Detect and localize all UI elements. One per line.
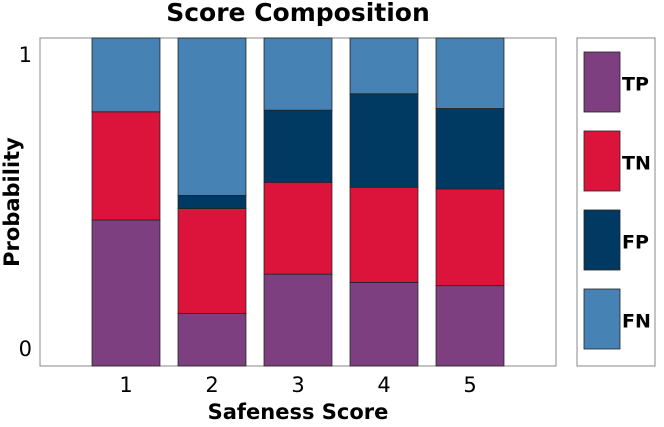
bar-segment bbox=[435, 108, 505, 190]
legend-swatch bbox=[583, 288, 621, 350]
bar-segment bbox=[435, 285, 505, 367]
bar-segment bbox=[91, 111, 161, 221]
chart-title: Score Composition bbox=[166, 0, 430, 27]
bar-segment bbox=[435, 37, 505, 109]
bar-segment bbox=[91, 219, 161, 367]
bar-segment bbox=[91, 37, 161, 113]
bar-segment bbox=[177, 208, 247, 314]
legend-swatch bbox=[583, 209, 621, 271]
x-axis-label: Safeness Score bbox=[208, 400, 389, 424]
x-tick-label: 4 bbox=[377, 373, 390, 397]
legend-label: FN bbox=[622, 311, 651, 333]
x-tick-label: 2 bbox=[205, 373, 218, 397]
y-tick-label: 1 bbox=[19, 43, 32, 67]
x-tick-label: 3 bbox=[291, 373, 304, 397]
x-tick-label: 5 bbox=[463, 373, 476, 397]
bar-segment bbox=[177, 37, 247, 196]
bar-segment bbox=[263, 273, 333, 367]
bar-segment bbox=[263, 181, 333, 275]
y-tick-label: 0 bbox=[19, 337, 32, 361]
legend-label: TP bbox=[622, 74, 649, 96]
legend-swatch bbox=[583, 130, 621, 192]
legend-label: FP bbox=[622, 232, 649, 254]
legend-swatch bbox=[583, 51, 621, 113]
bar-segment bbox=[349, 281, 419, 367]
bar-segment bbox=[349, 93, 419, 188]
bar-segment bbox=[177, 195, 247, 209]
x-tick-label: 1 bbox=[119, 373, 132, 397]
bar-segment bbox=[349, 186, 419, 283]
bar-segment bbox=[177, 313, 247, 367]
legend-label: TN bbox=[622, 153, 651, 175]
bar-segment bbox=[263, 37, 333, 111]
bar-segment bbox=[435, 188, 505, 287]
bar-segment bbox=[263, 109, 333, 183]
bar-segment bbox=[349, 37, 419, 95]
y-axis-label: Probability bbox=[0, 137, 24, 267]
